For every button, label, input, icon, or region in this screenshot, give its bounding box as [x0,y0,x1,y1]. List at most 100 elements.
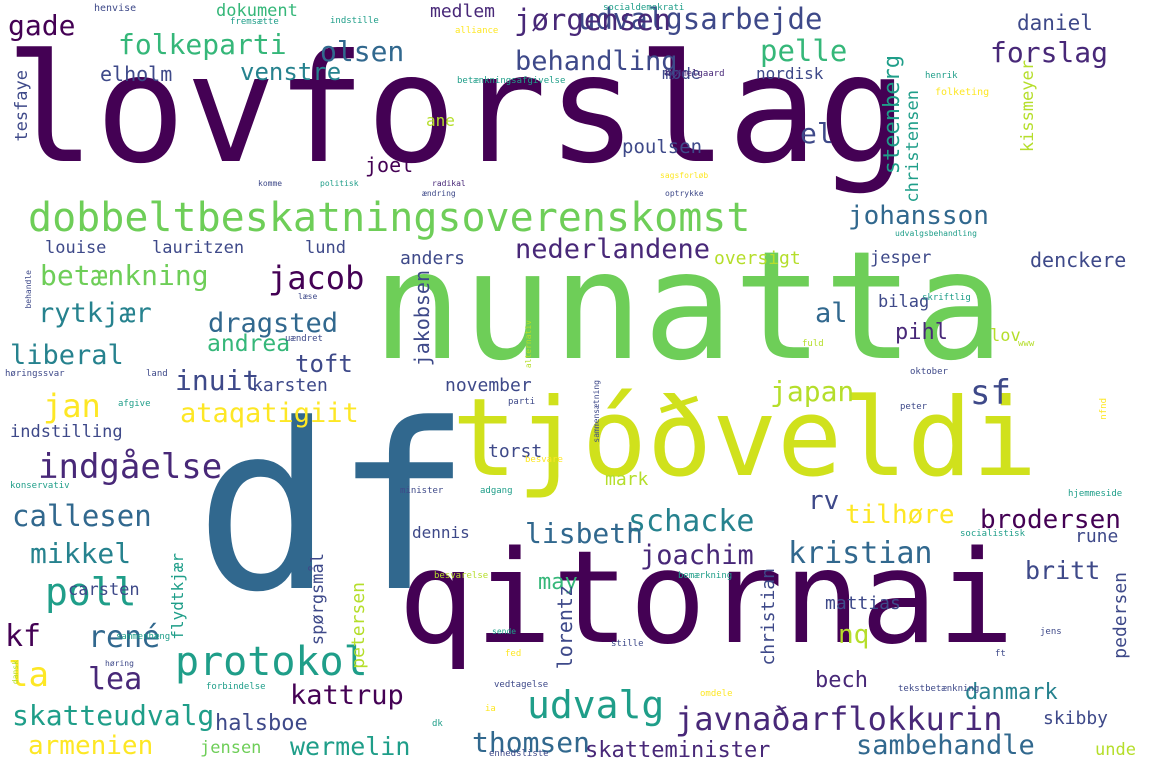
word-109: socialdemokrati [603,3,685,13]
word-35: poll [45,570,137,614]
word-4: qitornai [398,524,1015,673]
word-69: japan [770,375,855,408]
word-88: dennis [412,523,470,542]
word-1: lovforslag [5,23,909,197]
word-145: stille [611,639,644,649]
word-33: callesen [12,499,152,533]
word-106: fremsætte [230,17,279,27]
word-58: britt [1025,556,1101,585]
word-154: omdele [700,689,733,699]
word-149: fed [505,649,522,659]
word-23: jacob [268,259,365,297]
word-42: skatteudvalg [12,699,215,732]
word-116: radikal [432,179,466,188]
word-102: petersen [348,582,369,669]
word-131: afgive [118,399,151,409]
word-126: fuld [802,339,824,349]
word-146: jens [1040,627,1062,637]
word-125: uændret [285,334,323,344]
word-48: javnaðarflokkurin [675,700,1003,738]
word-34: mikkel [30,537,132,570]
word-71: pihl [895,320,948,345]
word-16: elholm [100,62,173,86]
word-92: møde [662,64,701,83]
word-158: enhedsliste [489,749,549,759]
word-21: nederlandene [515,234,711,265]
word-123: alternativ [524,320,533,369]
word-31: ataqatigiit [180,398,359,429]
word-18: dokument [216,1,298,21]
word-133: sammensætning [592,380,601,443]
word-73: poulsen [622,136,703,158]
word-141: socialistisk [960,529,1026,539]
word-121: behandle [24,270,33,309]
word-45: wermelin [290,732,411,761]
word-114: komme [258,179,283,188]
word-11: behandling [515,46,678,77]
word-60: bech [815,668,868,693]
word-98: jakobsen [410,270,434,367]
word-118: sagsforløb [660,171,709,180]
word-15: gade [8,9,76,42]
word-127: www [1018,339,1035,349]
word-50: skatteminister [585,738,771,763]
word-66: tilhøre [845,500,955,530]
word-112: henrik [925,71,958,81]
word-84: karsten [252,375,328,396]
word-134: peter [900,402,928,412]
word-64: mattias [825,593,901,614]
word-38: la [8,655,49,695]
word-110: betænkningsafgivelse [457,76,566,86]
word-79: oversigt [714,248,801,269]
word-137: minister [400,486,444,496]
word-61: danmark [965,680,1058,705]
word-12: pelle [760,34,848,68]
word-24: rytkjær [38,298,152,329]
word-96: kissmeyer [1018,60,1038,153]
word-136: konservativ [10,481,70,491]
word-132: parti [508,397,536,407]
word-128: høringssvar [5,369,65,379]
word-13: forslag [990,36,1109,69]
word-138: adgang [480,486,513,496]
word-151: dansk [11,660,20,685]
word-39: lea [88,662,143,697]
word-103: flydtkjær [168,553,187,640]
word-90: indstilling [10,422,123,442]
word-152: forbindelse [206,682,266,692]
word-86: torst [488,441,543,462]
word-157: dk [432,719,443,729]
word-5: tjóðveldi [452,376,1038,501]
word-130: oktober [910,367,948,377]
word-144: sende [492,627,517,636]
word-37: rené [88,620,161,655]
word-101: pedersen [1110,572,1131,659]
word-82: bilag [878,292,930,312]
word-53: lisbeth [525,517,644,550]
word-119: optrykke [665,189,704,198]
word-36: kf [5,619,42,654]
word-115: politisk [320,179,359,188]
word-117: ændring [422,189,456,198]
word-139: besvare [525,455,563,465]
word-49: thomsen [472,726,591,759]
word-6: dobbeltbeskatningsoverenskomst [28,195,751,241]
word-2: nunatta [372,220,1005,394]
word-20: johansson [848,201,989,231]
word-120: udvalgsbehandling [895,229,977,238]
word-41: kattrup [290,680,404,711]
word-3: df [195,376,472,643]
word-104: spørgsmål [308,553,328,646]
word-22: betænkning [40,259,209,292]
word-108: alliance [455,26,499,36]
word-62: skibby [1043,708,1109,729]
word-28: inuit [175,364,260,397]
word-105: henvise [94,3,137,14]
word-67: rv [808,486,840,516]
word-55: joachim [640,540,754,571]
word-14: venstre [240,58,342,86]
word-122: læse [298,292,318,301]
word-81: denckere [1030,248,1127,272]
word-76: lauritzen [152,238,245,258]
